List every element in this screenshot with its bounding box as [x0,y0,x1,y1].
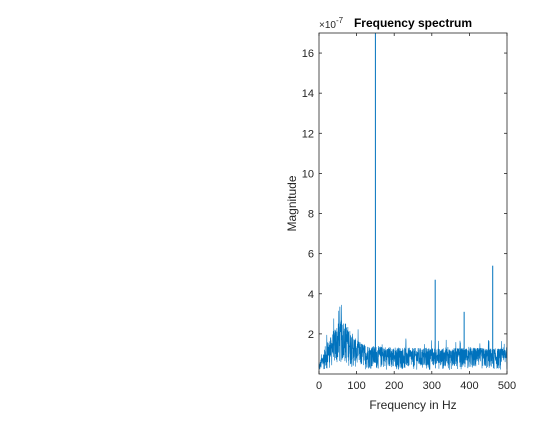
y-axis-label: Magnitude [285,175,299,231]
x-tick-label: 400 [460,380,478,392]
y-tick-label: 10 [302,168,314,180]
y-axis-ticks: 2 4 6 8 10 12 14 16 [302,48,507,341]
chart-title: Frequency spectrum [354,16,472,30]
x-axis-label: Frequency in Hz [369,398,456,412]
x-tick-label: 0 [316,380,322,392]
y-axis-exponent-power: -7 [336,16,344,25]
y-tick-label: 12 [302,128,314,140]
plot-frame [318,32,508,375]
y-tick-label: 14 [302,88,314,100]
y-tick-label: 2 [308,329,314,341]
y-axis-exponent-base: ×10 [319,20,336,31]
x-axis-ticks: 0 100 200 300 400 500 [316,33,516,392]
x-tick-label: 100 [347,380,365,392]
y-tick-label: 16 [302,48,314,60]
y-axis-exponent: ×10-7 [319,16,344,31]
x-tick-label: 200 [385,380,403,392]
x-tick-label: 500 [498,380,516,392]
plot-area [319,33,507,374]
series-layer [318,304,508,370]
spectrum-series-line [318,304,508,370]
y-tick-label: 6 [308,249,314,261]
y-tick-label: 8 [308,209,314,221]
x-tick-label: 300 [423,380,441,392]
y-tick-label: 4 [308,289,314,301]
peaks-layer [374,33,494,364]
